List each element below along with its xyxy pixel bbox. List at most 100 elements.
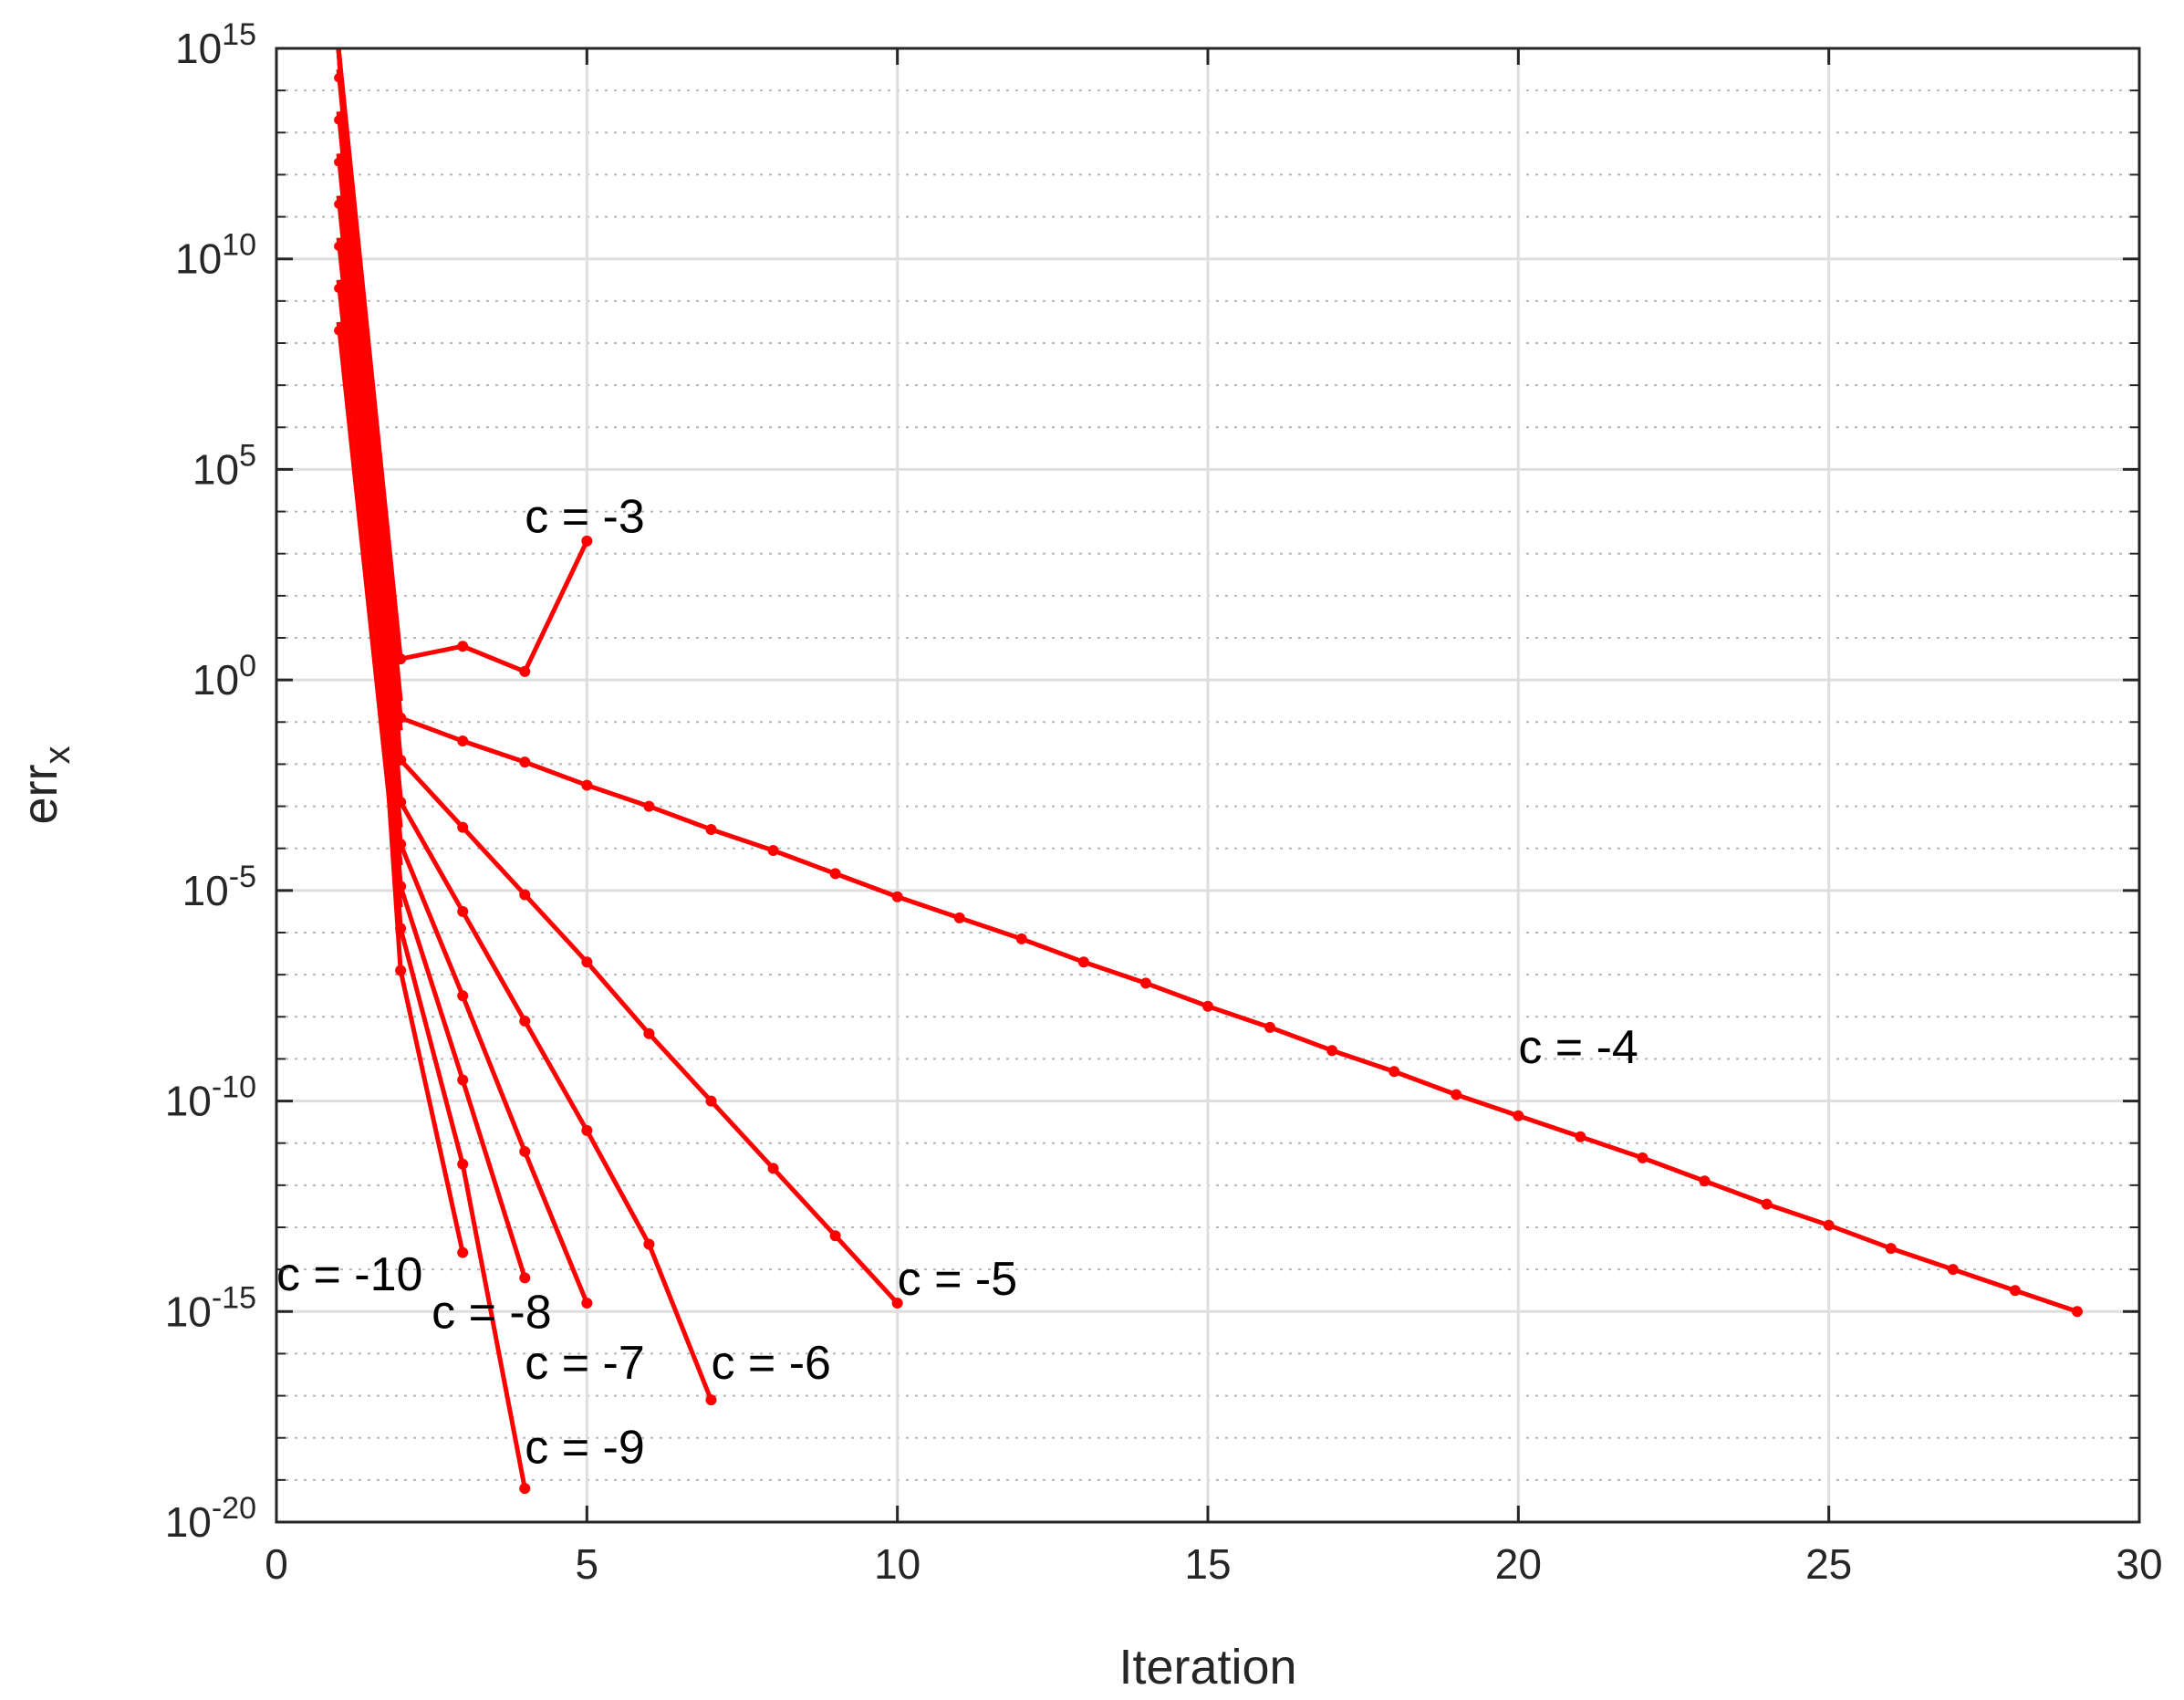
x-tick-label: 0	[265, 1540, 288, 1588]
data-point	[705, 1394, 717, 1406]
series-annotation: c = -9	[525, 1421, 645, 1474]
data-point	[457, 821, 469, 833]
x-tick-label: 10	[874, 1540, 920, 1588]
data-point	[1264, 1021, 1276, 1033]
y-tick-label-exponent: 5	[239, 438, 256, 473]
axes	[275, 47, 2141, 1524]
data-point	[643, 1238, 655, 1250]
data-point	[519, 1015, 531, 1027]
data-point	[767, 845, 779, 857]
data-point	[953, 912, 965, 923]
y-tick-label: 1010	[175, 228, 256, 283]
data-point	[829, 1230, 841, 1242]
y-tick-label-base: 10	[165, 1078, 212, 1125]
series-annotation: c = -10	[276, 1248, 422, 1301]
data-point	[457, 1074, 469, 1086]
y-tick-label-base: 10	[175, 25, 222, 72]
y-tick-label-base: 10	[165, 1288, 212, 1335]
data-point	[1575, 1131, 1586, 1142]
data-point	[519, 1483, 531, 1495]
data-point	[1326, 1045, 1338, 1057]
y-tick-label: 10-10	[165, 1070, 256, 1125]
data-point	[581, 535, 593, 547]
y-axis-label-base: err	[13, 764, 68, 824]
data-point	[519, 889, 531, 901]
data-point	[1947, 1264, 1959, 1276]
y-tick-label: 105	[192, 438, 256, 493]
series-line	[336, 47, 900, 1305]
data-point	[643, 1027, 655, 1039]
x-tick-label: 20	[1495, 1540, 1542, 1588]
data-point	[395, 965, 407, 976]
data-point	[891, 1298, 903, 1309]
data-point	[581, 1298, 593, 1309]
y-tick-label-exponent: -5	[229, 860, 256, 894]
data-point	[767, 1163, 779, 1174]
data-point	[1699, 1175, 1711, 1187]
y-tick-label-base: 10	[182, 867, 229, 914]
data-point	[1885, 1243, 1897, 1255]
data-point	[829, 868, 841, 880]
data-point	[581, 1124, 593, 1136]
annotations: c = -3c = -4c = -5c = -6c = -7c = -8c = …	[276, 491, 1638, 1475]
data-point	[457, 641, 469, 652]
series-line	[336, 110, 403, 731]
y-tick-label-exponent: 0	[239, 649, 256, 683]
data-point	[1388, 1066, 1400, 1078]
series-layer	[334, 47, 2083, 1495]
data-point	[1451, 1089, 1462, 1100]
data-point	[2009, 1285, 2021, 1297]
data-point	[519, 1145, 531, 1157]
data-point	[891, 891, 903, 902]
y-tick-label-base: 10	[175, 235, 222, 283]
data-point	[457, 735, 469, 747]
data-point	[581, 779, 593, 791]
data-point	[1015, 933, 1027, 944]
y-tick-label: 10-5	[182, 860, 256, 914]
series-annotation: c = -3	[525, 491, 645, 544]
y-axis-label: errx	[13, 746, 78, 825]
series-line	[336, 279, 403, 866]
data-point	[457, 1246, 469, 1258]
data-point	[581, 956, 593, 968]
data-point	[705, 1095, 717, 1107]
y-tick-label-exponent: -10	[212, 1070, 256, 1105]
y-tick-label-base: 10	[165, 1498, 212, 1546]
data-point	[1202, 1000, 1213, 1012]
y-tick-label: 1015	[175, 17, 256, 72]
data-point	[457, 1158, 469, 1170]
data-point	[1637, 1152, 1648, 1163]
series-annotation: c = -4	[1518, 1021, 1638, 1074]
series-annotation: c = -5	[898, 1253, 1018, 1306]
y-tick-label-exponent: 10	[222, 228, 256, 263]
y-tick-label-exponent: -20	[212, 1491, 256, 1526]
data-point	[1139, 977, 1151, 989]
data-point	[705, 823, 717, 835]
x-tick-label: 25	[1805, 1540, 1852, 1588]
y-tick-label-base: 10	[192, 656, 239, 704]
data-point	[519, 1272, 531, 1284]
y-tick-label: 10-20	[165, 1491, 256, 1546]
tick-labels: 0 5 10 15 20 25 3010-2010-1510-1010-5100105101…	[165, 17, 2163, 1588]
data-point	[457, 990, 469, 1002]
data-point	[1513, 1110, 1524, 1121]
x-tick-label: 30	[2116, 1540, 2162, 1588]
major-grid	[276, 48, 2139, 1522]
x-axis-label: Iteration	[1118, 1640, 1296, 1695]
x-tick-label: 15	[1184, 1540, 1231, 1588]
data-point	[457, 905, 469, 917]
series-annotation: c = -6	[711, 1337, 831, 1390]
y-axis-label-subscript: x	[37, 746, 78, 765]
data-point	[519, 665, 531, 677]
series-annotation: c = -7	[525, 1337, 645, 1390]
data-point	[2071, 1306, 2083, 1318]
series-line	[336, 237, 403, 828]
data-point	[643, 800, 655, 812]
y-tick-label: 100	[192, 649, 256, 704]
x-tick-label: 5	[576, 1540, 599, 1588]
series-annotation: c = -8	[432, 1287, 551, 1340]
y-tick-label: 10-15	[165, 1280, 256, 1335]
y-tick-label-base: 10	[192, 445, 239, 493]
y-tick-label-exponent: -15	[212, 1280, 256, 1315]
series-line	[336, 321, 403, 908]
